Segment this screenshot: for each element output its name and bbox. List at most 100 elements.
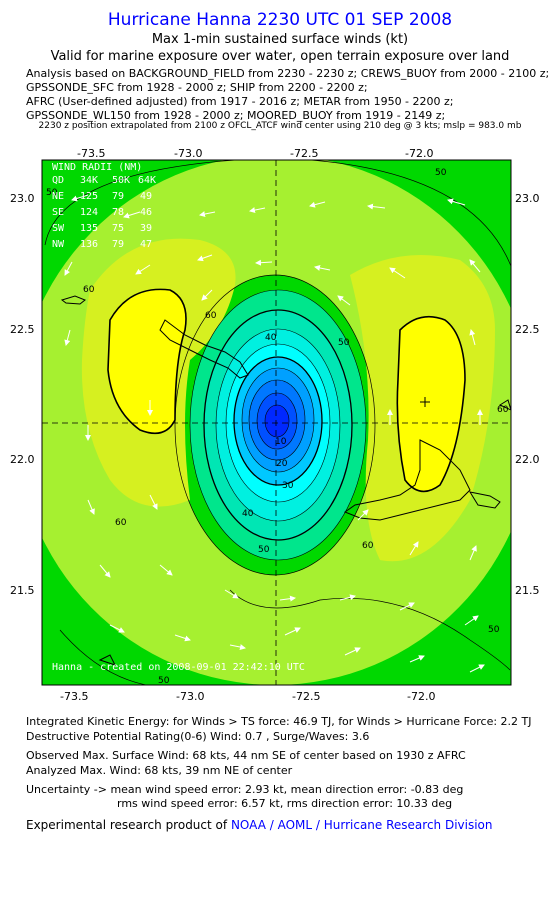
contour-label: 50 xyxy=(46,188,58,198)
lon-tick-label: -72.0 xyxy=(407,690,435,703)
contour-label: 50 xyxy=(158,676,170,686)
lat-tick-label: 22.0 xyxy=(10,453,35,466)
wind-arrow xyxy=(123,211,141,219)
hrd-link[interactable]: NOAA / AOML / Hurricane Research Divisio… xyxy=(230,818,493,832)
contour-60-sw xyxy=(59,629,200,685)
contour-label: 10 xyxy=(275,437,287,447)
footer: Experimental research product of NOAA / … xyxy=(26,818,493,832)
left-axis: 23.0 22.5 22.0 21.5 xyxy=(10,192,35,597)
wind-arrow xyxy=(249,207,266,213)
analyzed-max-text: Analyzed Max. Wind: 68 kts, 39 nm NE of … xyxy=(26,764,293,777)
wind-arrow xyxy=(149,494,158,510)
wind-vectors xyxy=(64,194,485,673)
max-west xyxy=(107,288,187,435)
wind-arrow xyxy=(174,634,191,642)
contour-label: 40 xyxy=(242,509,254,519)
analysis-line: AFRC (User-defined adjusted) from 1917 -… xyxy=(26,95,454,108)
ike-text: Integrated Kinetic Energy: for Winds > T… xyxy=(26,715,532,728)
wind-arrow xyxy=(99,564,111,578)
wind-arrow xyxy=(159,564,173,576)
coast-hispaniola xyxy=(343,439,471,521)
lat-tick-label: 23.0 xyxy=(10,192,35,205)
contour-label: 60 xyxy=(205,311,217,321)
wind-arrow xyxy=(87,499,95,515)
contour-60-south xyxy=(229,589,511,671)
wind-arrow xyxy=(109,624,125,633)
wind-arrow xyxy=(229,644,246,650)
wind-arrow xyxy=(469,259,481,273)
lat-tick-label: 22.0 xyxy=(515,453,540,466)
right-axis: 23.0 22.5 22.0 21.5 xyxy=(515,192,540,597)
contour-label: 40 xyxy=(265,333,277,343)
coast-cuba xyxy=(159,319,249,379)
lon-tick-label: -72.5 xyxy=(292,690,320,703)
analysis-line: GPSSONDE_WL150 from 1928 - 2000 z; MOORE… xyxy=(26,109,446,122)
wind-arrow xyxy=(344,647,361,656)
wind-arrow xyxy=(447,198,466,206)
wind-radii-row: NE 125 79 49 xyxy=(52,191,152,202)
wind-arrow xyxy=(409,655,425,663)
wind-radii-title: WIND RADII (NM) xyxy=(52,162,142,173)
page-title: Hurricane Hanna 2230 UTC 01 SEP 2008 xyxy=(107,10,453,30)
lat-tick-label: 21.5 xyxy=(10,584,35,597)
wind-arrow xyxy=(314,265,331,271)
contour-label: 30 xyxy=(282,481,294,491)
wind-arrow xyxy=(284,627,301,636)
bottom-axis: -73.5 -73.0 -72.5 -72.0 xyxy=(60,690,435,703)
analysis-line: Analysis based on BACKGROUND_FIELD from … xyxy=(26,67,550,80)
dpr-text: Destructive Potential Rating(0-6) Wind: … xyxy=(26,730,370,743)
coast-south xyxy=(98,654,116,666)
lon-tick-label: -73.0 xyxy=(176,690,204,703)
contour-label: 50 xyxy=(338,338,350,348)
contour-label: 20 xyxy=(276,459,288,469)
wind-radii-row: SW 135 75 39 xyxy=(52,223,152,234)
wind-arrow xyxy=(389,267,406,279)
contour-50 xyxy=(174,274,376,576)
wind-arrow xyxy=(409,541,419,556)
credit-text: Hanna - created on 2008-09-01 22:42:10 U… xyxy=(52,662,305,673)
lat-tick-label: 23.0 xyxy=(515,192,540,205)
wind-arrow xyxy=(367,203,386,210)
wind-arrow xyxy=(201,289,213,301)
plot-frame xyxy=(41,159,512,686)
coast-island-east xyxy=(468,491,501,509)
plot-area: 60 60 60 60 50 50 50 50 40 40 30 20 10 6… xyxy=(42,160,511,686)
contour-label: 50 xyxy=(435,168,447,178)
wind-arrow xyxy=(197,254,213,262)
analysis-line: GPSSONDE_SFC from 1928 - 2000 z; SHIP fr… xyxy=(26,81,368,94)
footer-prefix: Experimental research product of xyxy=(26,818,228,832)
wind-arrow xyxy=(64,261,73,276)
core-center xyxy=(264,404,290,438)
lon-tick-label: -72.0 xyxy=(405,147,433,160)
wind-arrow xyxy=(357,509,369,521)
wind-arrow xyxy=(71,194,89,202)
lat-tick-label: 22.5 xyxy=(10,323,35,336)
lat-tick-label: 21.5 xyxy=(515,584,540,597)
contour-label: 60 xyxy=(362,541,374,551)
wind-arrow xyxy=(464,615,479,626)
wind-arrow xyxy=(469,545,477,561)
contour-label: 50 xyxy=(258,545,270,555)
coast-edge xyxy=(498,399,511,411)
subtitle-exposure: Valid for marine exposure over water, op… xyxy=(50,49,510,64)
wind-arrow xyxy=(199,211,216,217)
coast-island xyxy=(60,295,86,305)
wind-radii-row: SE 124 78 46 xyxy=(52,207,152,218)
lon-tick-label: -73.5 xyxy=(77,147,105,160)
contour-label: 60 xyxy=(115,518,127,528)
contour-label: 60 xyxy=(83,285,95,295)
wind-radii-header: QD 34K 50K 64K xyxy=(52,175,156,186)
contour-label: 60 xyxy=(497,405,509,415)
wind-radii-row: NW 136 79 47 xyxy=(52,239,152,250)
max-east xyxy=(396,315,466,493)
lon-tick-label: -73.0 xyxy=(174,147,202,160)
wind-arrow xyxy=(309,201,326,208)
wind-arrow xyxy=(469,329,476,346)
wind-arrow xyxy=(224,589,239,599)
uncertainty-mean-text: Uncertainty -> mean wind speed error: 2.… xyxy=(26,783,464,796)
contour-label: 50 xyxy=(488,625,500,635)
wind-arrow xyxy=(135,264,151,275)
wind-arrow xyxy=(64,329,71,346)
wind-arrow xyxy=(279,595,296,602)
